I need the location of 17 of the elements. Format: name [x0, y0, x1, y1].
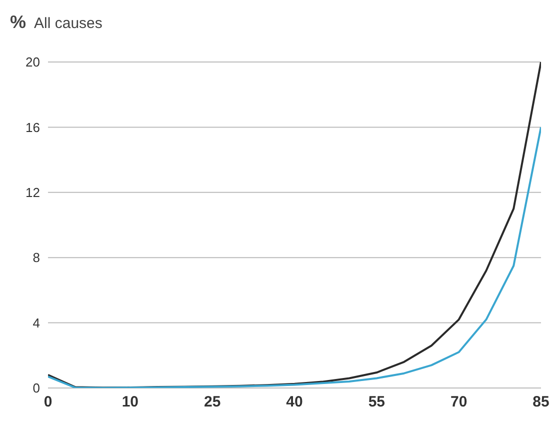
y-tick-label: 16 [26, 120, 40, 135]
line-series [48, 62, 541, 388]
x-tick-label: 0 [44, 394, 52, 411]
y-axis-title: % [10, 12, 26, 32]
y-tick-label: 0 [32, 380, 40, 396]
x-tick-label: 25 [204, 394, 221, 411]
y-tick-label: 4 [32, 315, 40, 330]
x-tick-label: 85 [532, 394, 550, 411]
y-tick-label: 8 [32, 250, 40, 266]
y-tick-label: 12 [26, 185, 40, 200]
chart-title: All causes [34, 15, 102, 32]
x-tick-label: 10 [122, 394, 139, 411]
x-tick-label: 55 [368, 394, 386, 411]
x-tick-label: 40 [286, 394, 303, 411]
y-tick-label: 20 [26, 54, 40, 70]
x-tick-label: 70 [450, 394, 468, 411]
line-series [48, 126, 541, 388]
